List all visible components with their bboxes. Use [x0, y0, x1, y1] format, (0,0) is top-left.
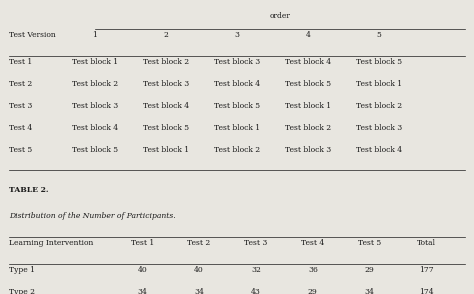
Text: Test block 2: Test block 2 — [143, 58, 189, 66]
Text: Test block 4: Test block 4 — [214, 80, 260, 88]
Text: Test block 1: Test block 1 — [285, 102, 331, 110]
Text: Type 1: Type 1 — [9, 266, 36, 274]
Text: 32: 32 — [251, 266, 261, 274]
Text: Test block 2: Test block 2 — [285, 124, 331, 132]
Text: Test block 5: Test block 5 — [72, 146, 118, 154]
Text: Test block 1: Test block 1 — [214, 124, 260, 132]
Text: Test block 4: Test block 4 — [285, 58, 331, 66]
Text: Test block 3: Test block 3 — [143, 80, 189, 88]
Text: 40: 40 — [137, 266, 147, 274]
Text: Test Version: Test Version — [9, 31, 56, 39]
Text: Total: Total — [417, 239, 436, 247]
Text: Learning Intervention: Learning Intervention — [9, 239, 94, 247]
Text: Test block 4: Test block 4 — [356, 146, 402, 154]
Text: Test block 5: Test block 5 — [143, 124, 189, 132]
Text: 1: 1 — [92, 31, 97, 39]
Text: Test 1: Test 1 — [130, 239, 154, 247]
Text: Test 2: Test 2 — [187, 239, 211, 247]
Text: Test block 2: Test block 2 — [214, 146, 260, 154]
Text: 34: 34 — [137, 288, 147, 294]
Text: 34: 34 — [194, 288, 204, 294]
Text: Test 2: Test 2 — [9, 80, 33, 88]
Text: Test block 3: Test block 3 — [356, 124, 402, 132]
Text: Test 1: Test 1 — [9, 58, 33, 66]
Text: 177: 177 — [419, 266, 434, 274]
Text: Test block 4: Test block 4 — [143, 102, 189, 110]
Text: 34: 34 — [365, 288, 374, 294]
Text: Test block 3: Test block 3 — [285, 146, 331, 154]
Text: Test block 5: Test block 5 — [214, 102, 260, 110]
Text: 29: 29 — [308, 288, 318, 294]
Text: Test 4: Test 4 — [9, 124, 33, 132]
Text: 43: 43 — [251, 288, 261, 294]
Text: Test 3: Test 3 — [9, 102, 33, 110]
Text: 4: 4 — [306, 31, 310, 39]
Text: Test block 3: Test block 3 — [72, 102, 118, 110]
Text: 36: 36 — [308, 266, 318, 274]
Text: 2: 2 — [164, 31, 168, 39]
Text: order: order — [269, 12, 290, 20]
Text: Test block 4: Test block 4 — [72, 124, 118, 132]
Text: Test block 2: Test block 2 — [356, 102, 402, 110]
Text: Test block 5: Test block 5 — [285, 80, 331, 88]
Text: Test block 5: Test block 5 — [356, 58, 402, 66]
Text: TABLE 2.: TABLE 2. — [9, 186, 49, 194]
Text: Test 3: Test 3 — [244, 239, 268, 247]
Text: 3: 3 — [235, 31, 239, 39]
Text: Test 5: Test 5 — [9, 146, 33, 154]
Text: Test block 1: Test block 1 — [356, 80, 402, 88]
Text: 29: 29 — [365, 266, 374, 274]
Text: Test 4: Test 4 — [301, 239, 325, 247]
Text: 40: 40 — [194, 266, 204, 274]
Text: Test block 3: Test block 3 — [214, 58, 260, 66]
Text: Test block 1: Test block 1 — [72, 58, 118, 66]
Text: 5: 5 — [377, 31, 382, 39]
Text: Test block 1: Test block 1 — [143, 146, 189, 154]
Text: Distribution of the Number of Participants.: Distribution of the Number of Participan… — [9, 212, 176, 220]
Text: Test block 2: Test block 2 — [72, 80, 118, 88]
Text: 174: 174 — [419, 288, 434, 294]
Text: Type 2: Type 2 — [9, 288, 36, 294]
Text: Test 5: Test 5 — [358, 239, 382, 247]
